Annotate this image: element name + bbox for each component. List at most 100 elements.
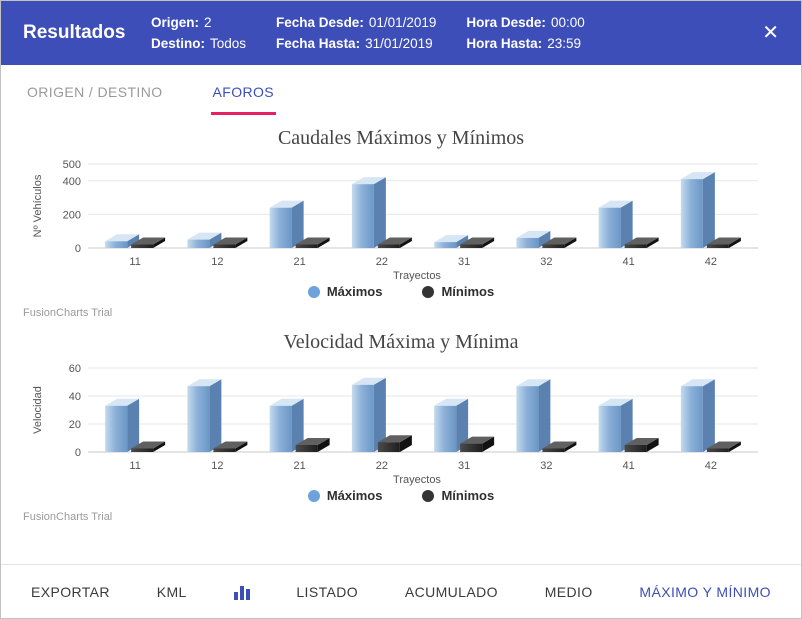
tab-origen-destino[interactable]: ORIGEN / DESTINO [27,84,163,100]
bar-maximos-21[interactable] [269,398,304,452]
footer-item-acumulado[interactable]: ACUMULADO [404,583,498,600]
bar-minimos-32[interactable] [542,237,577,249]
svg-text:500: 500 [63,159,81,171]
footer-item-kml[interactable]: KML [156,583,187,600]
svg-text:12: 12 [211,256,223,268]
legend-dot-minimos [422,285,435,298]
svg-text:12: 12 [211,460,223,472]
close-icon[interactable]: ✕ [762,22,779,44]
bar-maximos-31[interactable] [434,398,469,452]
destino-label: Destino: [151,36,205,51]
chart-velocidad: Velocidad Máxima y Mínima 0 20 40 60 11 12 21 2… [1,331,801,523]
fusioncharts-trial-watermark[interactable]: FusionCharts Trial [23,511,113,523]
legend-dot-maximos [307,489,320,502]
bar-maximos-22[interactable] [351,377,386,452]
fecha-hasta-label: Fecha Hasta: [276,36,361,51]
bar-minimos-31[interactable] [460,237,495,249]
svg-text:11: 11 [129,256,140,268]
legend-item-minimos[interactable]: Mínimos [422,284,494,299]
bar-maximos-21[interactable] [269,200,304,248]
bar-maximos-12[interactable] [187,379,222,452]
legend-dot-maximos [307,285,320,298]
bar-maximos-41[interactable] [598,200,633,248]
fusioncharts-trial-watermark[interactable]: FusionCharts Trial [23,307,113,319]
legend-item-minimos[interactable]: Mínimos [422,488,494,503]
bar-chart-icon-bar [239,585,244,600]
chart-caudales-title: Caudales Máximos y Mínimos [277,127,525,149]
bar-maximos-41[interactable] [598,398,633,452]
bar-chart-icon-bar [245,588,250,600]
origen-value: 2 [204,15,212,30]
svg-text:42: 42 [705,460,717,472]
legend-dot-minimos [422,489,435,502]
svg-text:32: 32 [540,460,552,472]
destino-row: Destino: Todos [151,33,246,54]
chart-velocidad-legend: Máximos Mínimos [1,488,801,503]
bar-minimos-41[interactable] [624,237,659,249]
hora-desde-label: Hora Desde: [466,15,546,30]
svg-text:400: 400 [63,176,81,188]
svg-text:Trayectos: Trayectos [393,474,441,486]
bar-minimos-21[interactable] [295,438,330,452]
svg-text:31: 31 [458,460,470,472]
tab-bar: ORIGEN / DESTINO AFOROS [1,65,801,115]
bar-maximos-11[interactable] [105,398,140,452]
legend-label-maximos: Máximos [326,488,383,503]
bar-maximos-22[interactable] [351,177,386,248]
legend-label-minimos: Mínimos [441,488,495,503]
hora-hasta-label: Hora Hasta: [466,36,543,51]
footer-item-listado[interactable]: LISTADO [296,583,359,600]
fecha-desde-row: Fecha Desde: 01/01/2019 [276,12,436,33]
svg-text:Nº Vehículos: Nº Vehículos [32,174,44,237]
legend-label-maximos: Máximos [326,284,383,299]
bar-maximos-32[interactable] [516,379,551,452]
tab-aforos[interactable]: AFOROS [210,70,277,115]
header-info-fechas: Fecha Desde: 01/01/2019 Fecha Hasta: 31/01… [276,12,436,54]
bar-minimos-32[interactable] [542,441,577,453]
bar-chart-icon[interactable] [233,584,250,600]
footer-item-maximo-y-minimo[interactable]: MÁXIMO Y MÍNIMO [639,583,771,600]
bar-minimos-12[interactable] [213,441,248,453]
bar-minimos-12[interactable] [213,237,248,249]
svg-text:31: 31 [458,256,470,268]
fecha-hasta-value: 31/01/2019 [365,36,433,51]
legend-item-maximos[interactable]: Máximos [307,284,383,299]
bar-maximos-42[interactable] [680,379,715,452]
bar-minimos-31[interactable] [460,436,495,452]
svg-text:200: 200 [63,209,81,221]
origen-row: Origen: 2 [151,12,246,33]
chart-caudales-legend: Máximos Mínimos [1,284,801,299]
bar-minimos-11[interactable] [131,237,166,249]
bar-minimos-42[interactable] [706,237,741,249]
svg-text:Velocidad: Velocidad [32,386,44,434]
header-info-horas: Hora Desde: 00:00 Hora Hasta: 23:59 [466,12,584,54]
bar-minimos-41[interactable] [624,438,659,452]
bar-maximos-11[interactable] [105,234,140,248]
bar-minimos-22[interactable] [377,237,412,249]
bar-minimos-11[interactable] [131,441,166,453]
header-info: Origen: 2 Destino: Todos Fecha Desde: 01/01… [151,12,585,54]
bar-maximos-12[interactable] [187,232,222,248]
svg-text:0: 0 [75,447,81,459]
bar-maximos-31[interactable] [434,235,469,248]
chart-velocidad-canvas: 0 20 40 60 11 12 21 22 31 32 41 42 Trayectos Velocida… [1,356,801,486]
legend-label-minimos: Mínimos [441,284,495,299]
bar-minimos-42[interactable] [706,441,741,453]
chart-velocidad-title: Velocidad Máxima y Mínima [283,331,519,353]
footer-item-medio[interactable]: MEDIO [544,583,593,600]
footer-item-exportar[interactable]: EXPORTAR [31,583,110,600]
svg-text:20: 20 [69,419,81,431]
hora-desde-value: 00:00 [550,15,585,30]
fecha-desde-value: 01/01/2019 [368,15,437,30]
svg-text:41: 41 [623,460,635,472]
origen-label: Origen: [151,15,200,30]
dialog-header: Resultados Origen: 2 Destino: Todos Fecha … [1,1,801,65]
legend-item-maximos[interactable]: Máximos [307,488,383,503]
bar-maximos-32[interactable] [516,230,551,248]
bar-maximos-42[interactable] [680,172,715,248]
svg-text:Trayectos: Trayectos [393,270,441,282]
chart-caudales-canvas: 0 200 400 500 11 12 21 22 31 32 41 42 Trayectos Nº Ve… [1,152,801,282]
destino-value: Todos [210,36,247,51]
bar-minimos-22[interactable] [377,435,412,452]
bar-minimos-21[interactable] [295,237,330,249]
